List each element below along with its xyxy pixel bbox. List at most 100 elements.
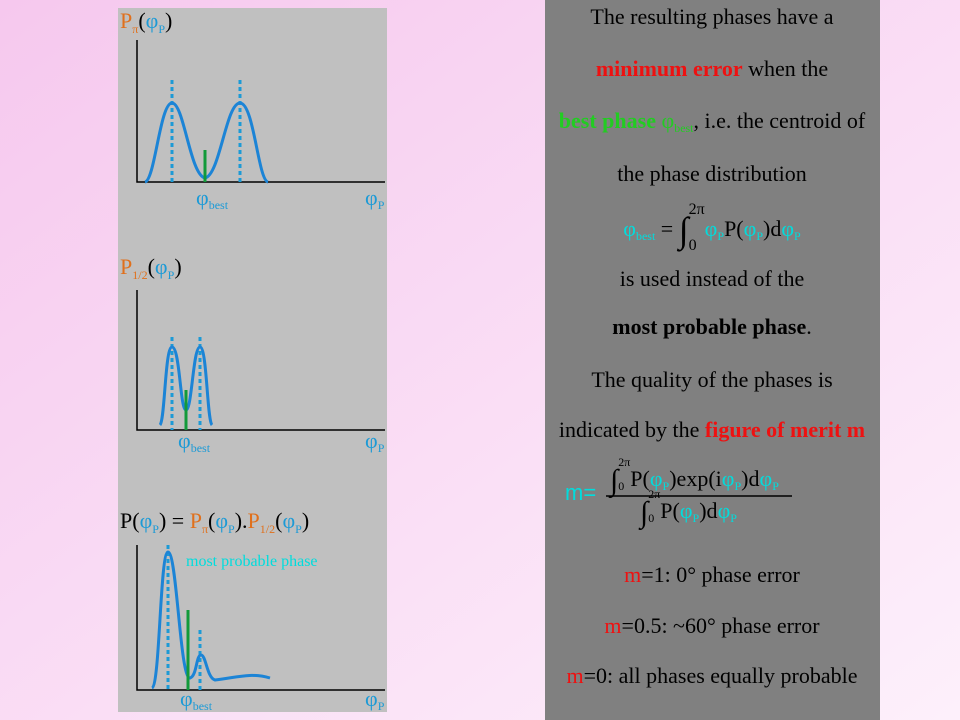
text-part: best [193, 699, 213, 713]
text-part: φ [623, 216, 636, 241]
text-part: 2π [689, 201, 705, 218]
text-part: 1/2 [132, 268, 147, 282]
text-part: P( [660, 498, 680, 523]
merit-formula: m= ∫02πP(φP)exp(iφP)dφP ∫02πP(φP)dφP [565, 455, 792, 531]
text-part: φ [180, 686, 193, 711]
text-part: minimum error [596, 56, 743, 81]
text-part: when the [743, 56, 829, 81]
text-part: φ [705, 216, 718, 241]
text-part: P [734, 479, 741, 493]
text-part: ∫ [677, 210, 691, 252]
text-part: ∫ [608, 464, 620, 499]
text-part: φ [196, 185, 209, 210]
text-part: φ [661, 108, 674, 133]
plot-label: P(φP) = Pπ(φP).P1/2(φP) [120, 508, 309, 536]
explanation: The resulting phases have a minimum erro… [559, 4, 866, 442]
text-part: φ [365, 686, 378, 711]
text-part: 0 [689, 237, 697, 254]
text-part: =1: 0° phase error [641, 562, 800, 587]
text-part: ( [148, 254, 155, 279]
plot-2: P1/2(φP) φ best φP [120, 254, 385, 455]
text-part: P [120, 8, 132, 33]
text-line: best phase φbest, i.e. the centroid of [559, 108, 866, 135]
text-part: ). [235, 508, 248, 533]
axes [136, 545, 385, 691]
text-part: P( [724, 216, 744, 241]
text-part: 2π [618, 455, 630, 469]
text-line: The quality of the phases is [591, 367, 832, 392]
curve [150, 550, 271, 690]
text-part: P [772, 479, 779, 493]
text-part: P [120, 254, 132, 279]
text-part: )d [741, 466, 759, 491]
text-part: π [202, 522, 208, 536]
text-part: best [636, 229, 656, 243]
text-part: P [730, 511, 737, 525]
text-part: best [191, 441, 211, 455]
text-line: the phase distribution [617, 161, 806, 186]
text-part: m [604, 613, 621, 638]
formula-lhs: m= [565, 480, 596, 505]
text-part: π [132, 22, 138, 36]
text-part: , i.e. the centroid of [694, 108, 866, 133]
text-part: )d [699, 498, 717, 523]
text-part: P [378, 198, 385, 212]
axes [136, 40, 385, 183]
axis-label: φP [365, 428, 385, 455]
plot-1: Pπ(φP) φbest φP [120, 8, 385, 212]
right-panel [545, 0, 880, 720]
text-part: best [674, 121, 694, 135]
left-panel [118, 8, 387, 712]
text-part: φ [282, 508, 295, 533]
text-part: = [655, 216, 678, 241]
text-part: m [566, 663, 583, 688]
text-part: φ [365, 428, 378, 453]
text-part: P [168, 268, 175, 282]
text-part: figure of merit m [705, 417, 865, 442]
text-part: φ [146, 8, 159, 33]
text-part: ) = [159, 508, 190, 533]
text-part: P [295, 522, 302, 536]
text-part: P( [120, 508, 140, 533]
text-part: )exp(i [669, 466, 722, 491]
text-part: m [624, 562, 641, 587]
text-part: 0 [648, 511, 654, 525]
text-part: φ [718, 498, 731, 523]
text-part: φ [744, 216, 757, 241]
text-part: φ [140, 508, 153, 533]
text-part: 0 [618, 479, 624, 493]
text-part: ( [208, 508, 215, 533]
text-part: P [152, 522, 159, 536]
text-line: most probable phase. [612, 314, 811, 339]
numerator: ∫02πP(φP)exp(iφP)dφP [608, 455, 779, 499]
denominator: ∫02πP(φP)dφP [638, 487, 737, 531]
text-part: P [663, 479, 670, 493]
text-part: ) [165, 8, 172, 33]
text-part: P [228, 522, 235, 536]
text-part: ( [138, 8, 145, 33]
text-part: P [794, 229, 801, 243]
text-line: The resulting phases have a [590, 4, 833, 29]
annotation: most probable phase [186, 553, 318, 570]
text-part: most probable phase [612, 314, 806, 339]
text-part: φ [215, 508, 228, 533]
plot-label: P1/2(φP) [120, 254, 182, 282]
text-part: 2π [648, 487, 660, 501]
text-part: 1/2 [260, 522, 275, 536]
text-part: P [756, 229, 763, 243]
text-part: best phase [559, 108, 662, 133]
axis-label: φP [365, 185, 385, 212]
text-part: ) [302, 508, 309, 533]
text-part: =0: all phases equally probable [584, 663, 858, 688]
text-part: ) [174, 254, 181, 279]
merit-values: m=1: 0° phase error m=0.5: ~60° phase er… [566, 562, 857, 688]
text-line: is used instead of the [620, 266, 805, 291]
text-part: )d [763, 216, 781, 241]
text-part: P [717, 229, 724, 243]
text-part: P [378, 699, 385, 713]
text-part: P [693, 511, 700, 525]
best-label: φbest [196, 185, 229, 212]
text-part: =0.5: ~60° phase error [622, 613, 821, 638]
